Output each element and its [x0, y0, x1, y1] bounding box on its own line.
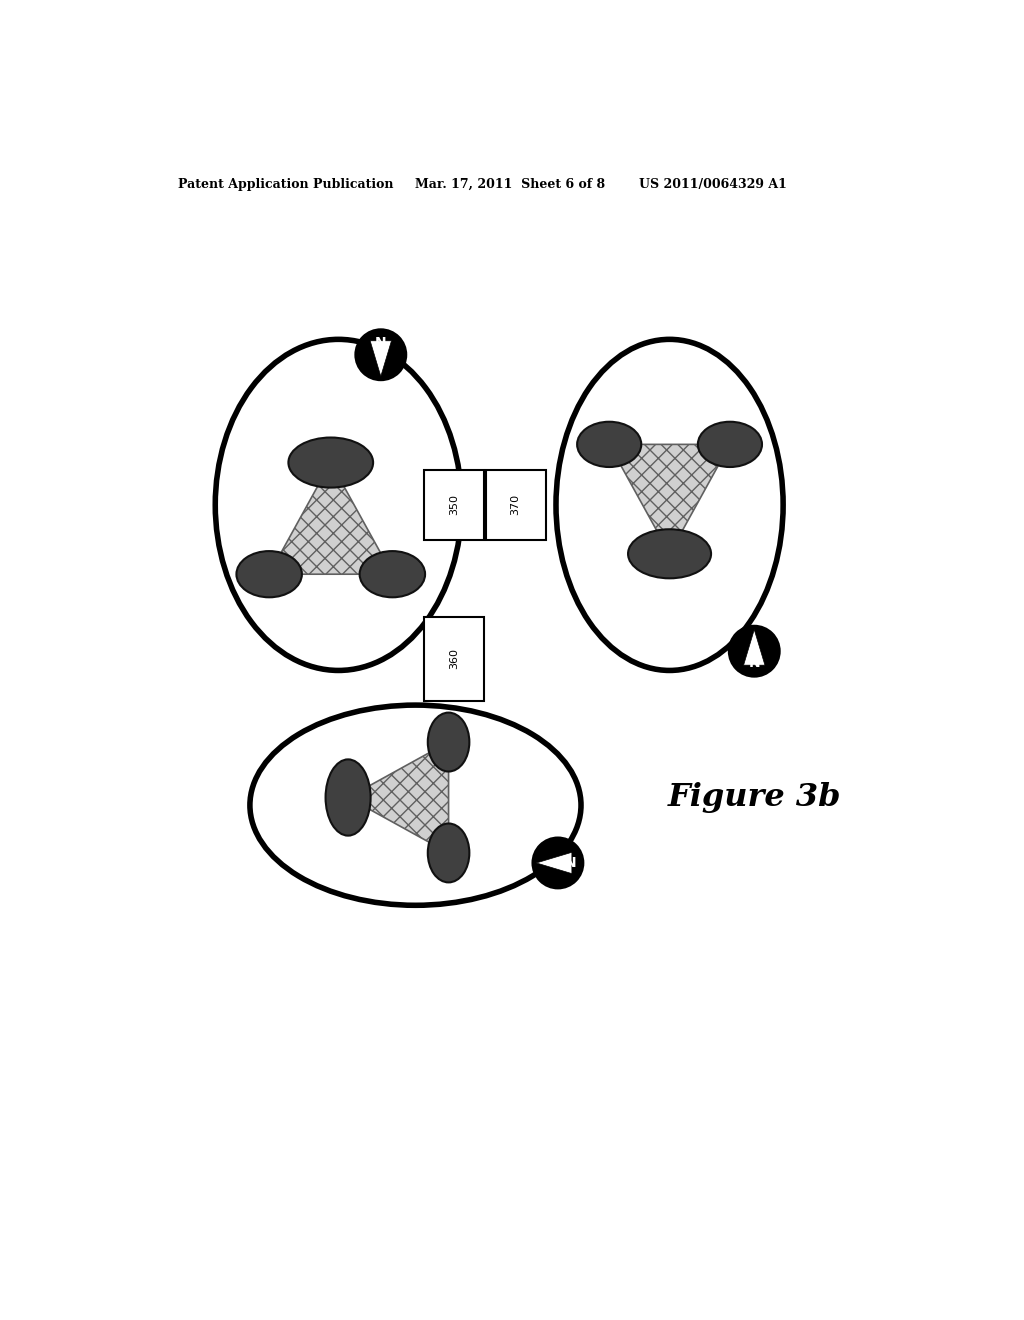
Polygon shape [370, 341, 391, 376]
Ellipse shape [326, 759, 371, 836]
Polygon shape [609, 445, 730, 554]
Polygon shape [348, 742, 449, 853]
Polygon shape [269, 462, 392, 574]
Text: N: N [564, 855, 575, 870]
Ellipse shape [428, 713, 469, 771]
Ellipse shape [215, 339, 462, 671]
Ellipse shape [289, 437, 373, 487]
Ellipse shape [250, 705, 581, 906]
Circle shape [355, 330, 407, 380]
Text: 360: 360 [449, 648, 459, 669]
Ellipse shape [428, 824, 469, 882]
Text: 370: 370 [511, 494, 520, 516]
Ellipse shape [698, 422, 762, 467]
Ellipse shape [578, 422, 641, 467]
Circle shape [532, 838, 584, 888]
Text: Patent Application Publication: Patent Application Publication [178, 178, 394, 190]
Polygon shape [537, 853, 571, 874]
Text: N: N [375, 335, 387, 350]
FancyBboxPatch shape [424, 616, 484, 701]
FancyBboxPatch shape [424, 470, 484, 540]
Ellipse shape [556, 339, 783, 671]
Polygon shape [743, 630, 765, 665]
Circle shape [729, 626, 779, 677]
Ellipse shape [359, 552, 425, 597]
Text: Figure 3b: Figure 3b [668, 781, 841, 813]
FancyBboxPatch shape [485, 470, 546, 540]
Text: US 2011/0064329 A1: US 2011/0064329 A1 [639, 178, 786, 190]
Text: Mar. 17, 2011  Sheet 6 of 8: Mar. 17, 2011 Sheet 6 of 8 [416, 178, 605, 190]
Text: N: N [749, 656, 760, 671]
Text: 350: 350 [449, 495, 459, 515]
Ellipse shape [237, 552, 302, 597]
Ellipse shape [628, 529, 711, 578]
